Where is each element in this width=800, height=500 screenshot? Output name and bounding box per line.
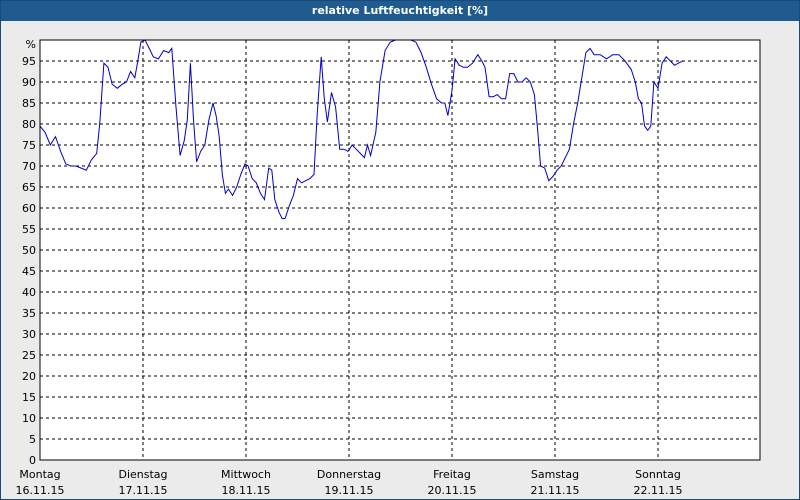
tick-labels: 0 5 10 15 20 25 30 35 40 45 50 55 60 65 70 75 80 85 90 95% M…: [16, 38, 683, 497]
y-tick-label: 25: [22, 349, 36, 362]
y-tick-label: 65: [22, 181, 36, 194]
y-tick-label: 50: [22, 244, 36, 257]
y-tick-label: 20: [22, 370, 36, 383]
y-tick-label: 95: [22, 55, 36, 68]
y-tick-label: 10: [22, 412, 36, 425]
x-tick-date: 18.11.15: [222, 484, 271, 497]
y-tick-label: 15: [22, 391, 36, 404]
chart-title: relative Luftfeuchtigkeit [%]: [1, 1, 799, 21]
y-axis-unit-label: %: [26, 38, 36, 51]
y-tick-label: 45: [22, 265, 36, 278]
x-tick-day: Sonntag: [635, 468, 681, 481]
series-line-humidity: [39, 39, 683, 219]
y-tick-label: 70: [22, 160, 36, 173]
x-tick-date: 16.11.15: [16, 484, 65, 497]
grid-lines: [40, 40, 760, 460]
x-tick-day: Samstag: [531, 468, 579, 481]
y-tick-label: 40: [22, 286, 36, 299]
x-tick-date: 21.11.15: [531, 484, 580, 497]
y-tick-label: 90: [22, 76, 36, 89]
x-tick-date: 20.11.15: [428, 484, 477, 497]
y-tick-label: 35: [22, 307, 36, 320]
y-tick-label: 0: [29, 454, 36, 467]
y-tick-label: 30: [22, 328, 36, 341]
x-tick-day: Donnerstag: [317, 468, 381, 481]
x-tick-day: Mittwoch: [221, 468, 271, 481]
x-tick-date: 22.11.15: [634, 484, 683, 497]
y-tick-label: 5: [29, 433, 36, 446]
plot-border: [39, 39, 761, 461]
y-tick-label: 55: [22, 223, 36, 236]
y-tick-label: 85: [22, 97, 36, 110]
y-tick-label: 60: [22, 202, 36, 215]
y-tick-label: 75: [22, 139, 36, 152]
x-tick-date: 19.11.15: [325, 484, 374, 497]
x-tick-day: Freitag: [433, 468, 471, 481]
x-tick-day: Dienstag: [118, 468, 167, 481]
x-tick-date: 17.11.15: [119, 484, 168, 497]
x-tick-day: Montag: [19, 468, 60, 481]
y-tick-label: 80: [22, 118, 36, 131]
